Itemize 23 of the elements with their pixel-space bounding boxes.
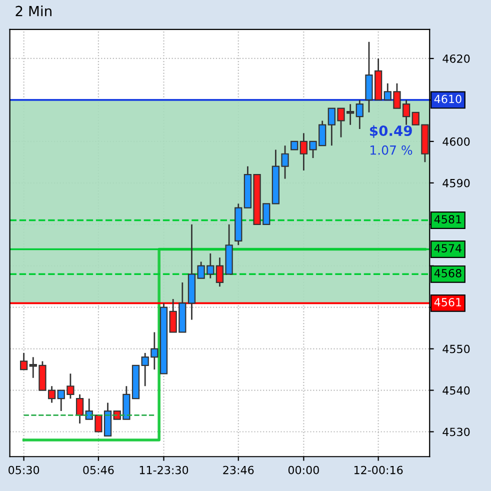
candlestick	[76, 394, 84, 424]
annotation: $0.49	[370, 125, 412, 138]
ref-line-label: 4610	[434, 94, 462, 104]
x-tick-label: 11-23:30	[140, 466, 188, 474]
x-tick-label: 05:46	[83, 466, 114, 474]
y-tick-label: 4620	[442, 54, 470, 63]
annotation: 1.07 %	[370, 145, 412, 155]
y-tick-label: 4540	[442, 386, 470, 395]
candlestick	[20, 352, 28, 370]
x-tick-label: 23:46	[223, 466, 254, 474]
ref-line-label: 4581	[434, 215, 462, 224]
y-tick-label: 4550	[442, 344, 470, 354]
y-tick-label: 4530	[442, 428, 470, 436]
chart-title: 2 Min	[16, 6, 52, 16]
ref-line-label: 4574	[434, 244, 462, 252]
ref-line-label: 4561	[434, 298, 462, 306]
candlestick	[356, 99, 364, 130]
y-tick-label: 4600	[442, 137, 470, 146]
y-tick-label: 4590	[442, 178, 470, 188]
x-tick-label: 12-00:16	[354, 466, 403, 474]
ref-line-label: 4568	[434, 268, 462, 278]
x-tick-label: 05:30	[8, 466, 40, 474]
x-tick-label: 00:00	[288, 466, 319, 474]
